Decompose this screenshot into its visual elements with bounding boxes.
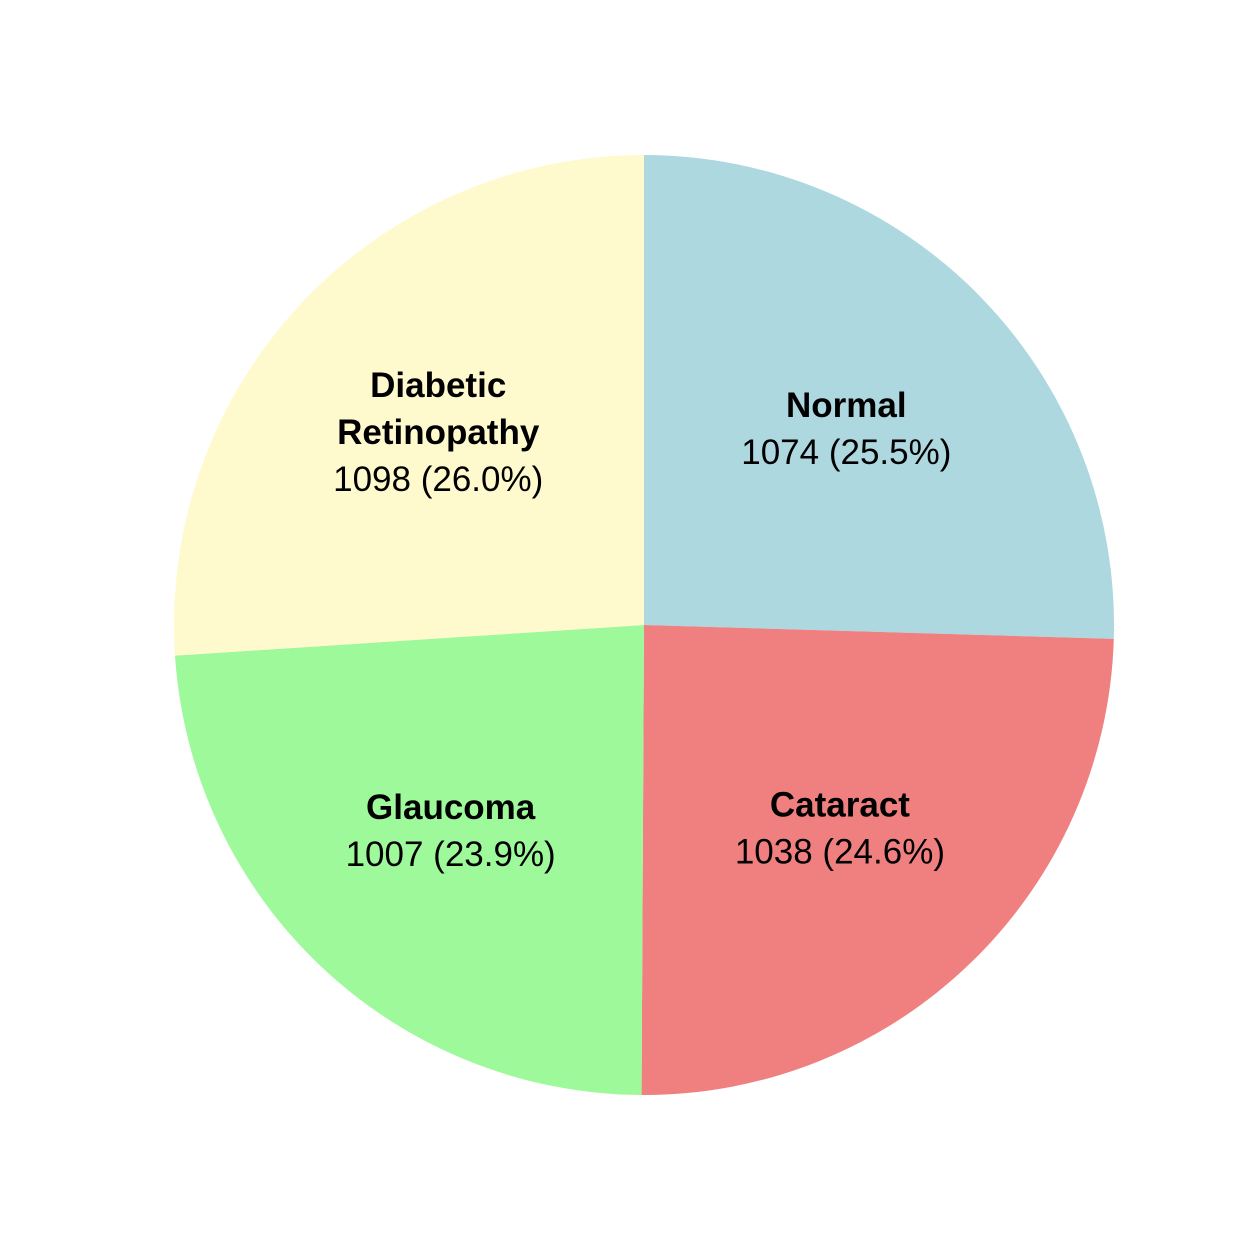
pie-slice-glaucoma [174, 625, 644, 1095]
slice-label-group: Normal 1074 (25.5%) [741, 386, 951, 472]
slice-label: Diabetic [370, 366, 506, 405]
pie-labels: Normal 1074 (25.5%) Cataract 1038 (24.6%) Gl… [333, 366, 951, 874]
slice-value: 1038 (24.6%) [735, 832, 945, 871]
slice-label: Cataract [770, 785, 910, 824]
slice-label: Normal [786, 386, 907, 425]
pie-slice-cataract [641, 625, 1114, 1095]
slice-label-group: Diabetic Retinopathy 1098 (26.0%) [333, 366, 543, 499]
pie-slices [174, 155, 1114, 1095]
pie-slice-diabetic-retinopathy [174, 155, 644, 656]
slice-label-group: Glaucoma 1007 (23.9%) [346, 787, 556, 873]
slice-value: 1074 (25.5%) [741, 433, 951, 472]
slice-value: 1007 (23.9%) [346, 834, 556, 873]
slice-label: Glaucoma [366, 787, 536, 826]
slice-label-group: Cataract 1038 (24.6%) [735, 785, 945, 871]
pie-slice-normal [644, 155, 1114, 639]
slice-label: Retinopathy [337, 413, 540, 452]
slice-value: 1098 (26.0%) [333, 460, 543, 499]
